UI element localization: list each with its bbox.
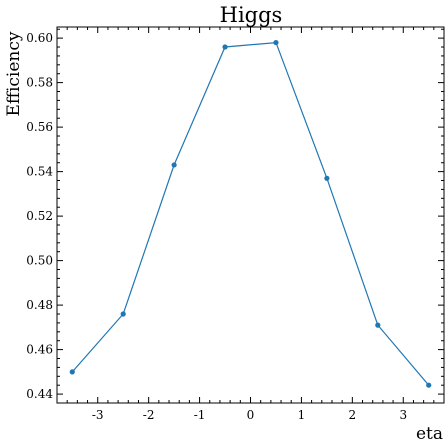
y-tick-label: 0.54: [26, 165, 53, 179]
plot-frame: [56, 26, 445, 404]
series-line: [71, 41, 430, 386]
data-point: [375, 322, 381, 328]
x-axis-label: eta: [416, 424, 443, 444]
data-point: [426, 382, 432, 388]
y-axis-label: Efficiency: [4, 31, 24, 116]
x-tick-label: 3: [399, 408, 407, 422]
x-tick-label: -3: [92, 408, 104, 422]
x-tick-label: 0: [247, 408, 255, 422]
data-point: [69, 369, 75, 375]
data-point: [171, 162, 177, 168]
y-tick-label: 0.56: [26, 120, 53, 134]
y-tick-label: 0.58: [26, 76, 53, 90]
y-tick-label: 0.50: [26, 254, 53, 268]
data-point: [120, 311, 126, 317]
x-tick-label: 2: [349, 408, 357, 422]
y-tick-label: 0.60: [26, 31, 53, 45]
x-tick-label: -1: [194, 408, 206, 422]
axis-ticks: [57, 27, 444, 404]
y-tick-label: 0.52: [26, 209, 53, 223]
tick-labels: -3 -2 -1 0 1 2 3 0.44 0.46 0.48 0.50 0.52 0.54 0.56 0.…: [26, 31, 407, 422]
y-tick-label: 0.44: [26, 387, 53, 401]
data-point: [273, 39, 279, 46]
data-point: [222, 44, 228, 50]
x-tick-label: -2: [143, 408, 155, 422]
series-layer: [69, 39, 432, 388]
data-point: [324, 175, 330, 181]
chart-title: Higgs: [220, 3, 283, 27]
y-tick-label: 0.48: [26, 298, 53, 312]
x-tick-label: 1: [298, 408, 306, 422]
y-tick-label: 0.46: [26, 343, 53, 357]
